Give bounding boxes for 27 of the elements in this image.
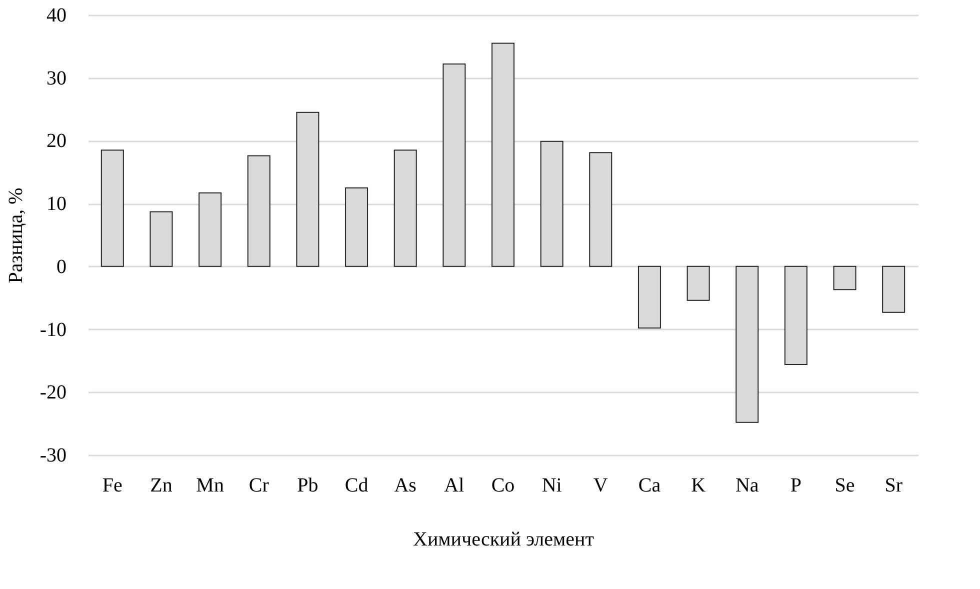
x-tick-label: As [394, 474, 417, 496]
x-tick-label: Pb [297, 474, 318, 496]
x-tick-label: Ca [638, 474, 661, 496]
x-tick-label: K [691, 474, 706, 496]
y-tick-label: 0 [56, 256, 66, 278]
x-tick-label: Al [444, 474, 465, 496]
y-tick-label: -20 [40, 382, 66, 404]
x-tick-label: Na [735, 474, 759, 496]
x-tick-label: Se [834, 474, 855, 496]
x-tick-label: V [593, 474, 608, 496]
y-tick-label: 10 [46, 193, 66, 216]
x-tick-label: Sr [884, 474, 903, 496]
y-tick-label: 40 [46, 4, 66, 26]
x-tick-label: Co [491, 474, 515, 496]
y-tick-label: -10 [40, 318, 66, 341]
x-tick-label: Fe [102, 474, 123, 496]
y-axis-title: Разница, % [4, 188, 27, 284]
x-tick-label: Cr [248, 474, 270, 496]
x-axis-title: Химический элемент [413, 528, 594, 550]
y-tick-label: 30 [46, 67, 66, 90]
y-tick-label: -30 [40, 444, 66, 466]
y-tick-label: 20 [46, 130, 66, 152]
x-tick-label: Zn [150, 474, 172, 496]
x-tick-label: Cd [344, 474, 368, 496]
x-tick-label: Mn [196, 474, 224, 496]
x-tick-label: P [790, 474, 802, 496]
x-tick-label: Ni [542, 474, 562, 496]
